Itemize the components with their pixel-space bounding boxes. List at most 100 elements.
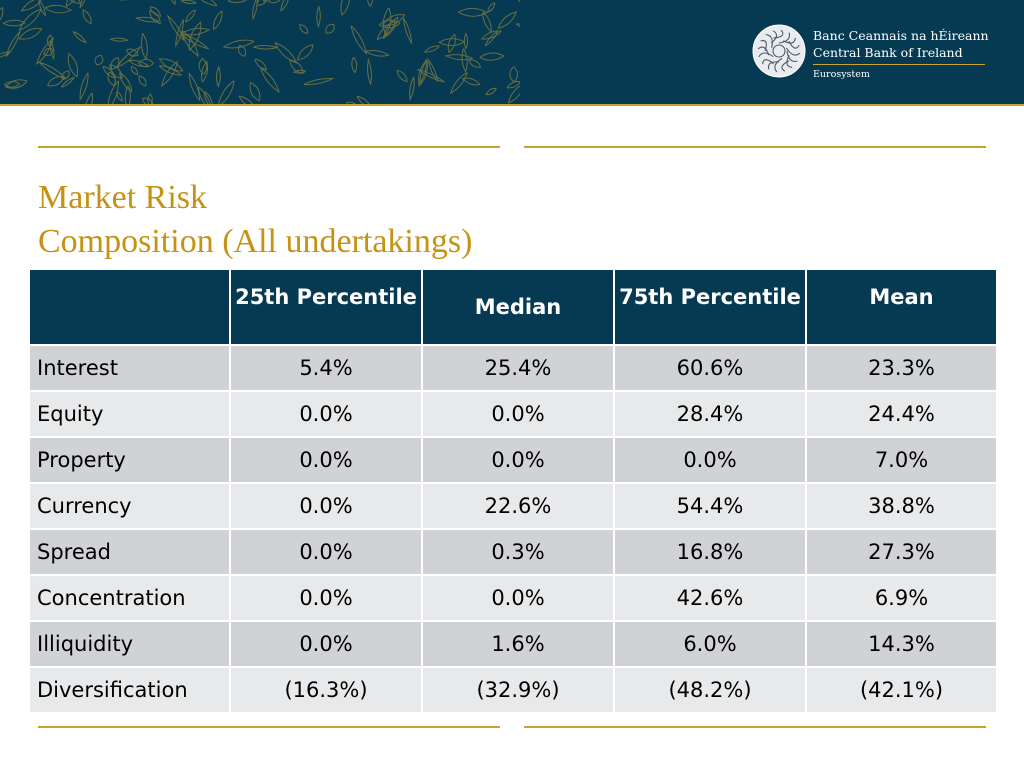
leaf-shape [468,59,482,68]
leaf-shape [409,76,415,102]
table-cell: 24.4% [805,390,998,438]
table-cell: 16.8% [613,528,807,576]
seal-swirl [760,39,767,52]
leaf-shape [200,0,218,7]
row-label: Diversification [28,666,231,714]
leaf-shape [18,27,43,40]
table-row: Spread 0.0% 0.3% 16.8% 27.3% [28,528,998,576]
leaf-shape [69,0,82,4]
leaf-shape [180,0,197,5]
leaf-shape [382,14,406,26]
table-row: Illiquidity 0.0% 1.6% 6.0% 14.3% [28,620,998,668]
leaf-shape [110,57,120,71]
header-cell-empty [28,268,231,346]
seal-swirl [786,50,798,63]
leaf-shape [238,44,247,57]
leaf-shape [267,0,281,4]
decorative-leaf-pattern [0,0,520,106]
row-label: Spread [28,528,231,576]
leaf-shape [204,91,213,106]
logo-divider [813,64,985,65]
title-line-1: Market Risk [38,179,208,216]
table-row: Property 0.0% 0.0% 0.0% 7.0% [28,436,998,484]
leaf-shape [449,72,468,95]
leaf-shape [181,33,210,50]
logo-name-irish: Banc Ceannais na hÉireann [813,28,989,43]
leaf-shape [107,71,116,87]
leaf-shape [3,80,20,88]
leaf-shape [107,80,119,106]
table-cell: (42.1%) [805,666,998,714]
header-gold-rule [0,104,1024,106]
leaf-shape [181,30,199,58]
leaf-shape [289,59,304,74]
leaf-shape [303,77,335,86]
leaf-shape [198,57,208,75]
top-right-gold-rule [524,146,986,148]
seal-swirl [758,52,774,58]
leaf-shape [485,87,497,96]
seal-swirl [785,47,801,56]
leaf-shape [479,52,505,61]
table-cell: 0.0% [229,390,423,438]
table-cell: 0.0% [229,436,423,484]
table-cell: 0.3% [421,528,615,576]
table-cell: (48.2%) [613,666,807,714]
leaf-shape [138,75,147,87]
leaf-shape [458,7,488,17]
leaf-shape [170,0,176,5]
leaf-shape [181,27,211,36]
leaf-shape [346,101,358,106]
leaf-shape [238,95,255,106]
table-cell: (16.3%) [229,666,423,714]
leaf-shape [109,37,128,42]
table-cell: 38.8% [805,482,998,530]
leaf-shape [119,72,133,93]
logo-eurosystem: Eurosystem [813,69,870,80]
leaf-shape [197,86,212,106]
table-cell: 0.0% [229,574,423,622]
header-cell-median: Median [421,268,615,346]
table-cell: 14.3% [805,620,998,668]
row-label: Property [28,436,231,484]
leaf-shape [44,4,73,14]
leaf-shape [166,14,185,41]
seal-swirl [781,60,790,72]
table-cell: 0.0% [613,436,807,484]
leaf-shape [509,66,519,83]
slide-header: Banc Ceannais na hÉireann Central Bank o… [0,0,1024,106]
leaf-shape [403,17,413,44]
row-label: Concentration [28,574,231,622]
table-cell: 22.6% [421,482,615,530]
seal-swirl [786,54,793,68]
table-cell: 7.0% [805,436,998,484]
leaf-shape [427,58,439,83]
table-cell: 5.4% [229,344,423,392]
leaf-shape [351,56,358,74]
leaf-shape [253,45,279,50]
leaf-shape [65,0,75,7]
leaf-shape [506,80,520,89]
table-cell: (32.9%) [421,666,615,714]
leaf-shape [350,25,368,55]
leaf-shape [447,33,456,53]
table-cell: 6.9% [805,574,998,622]
leaf-shape [79,72,89,101]
leaf-shape [254,58,268,71]
leaf-shape [260,67,280,93]
header-cell-25th-percentile: 25th Percentile [229,268,423,346]
leaf-shape [325,23,335,34]
leaf-shape [296,44,314,61]
table-cell: 1.6% [421,620,615,668]
table-cell: 6.0% [613,620,807,668]
leaf-shape [364,49,390,57]
leaf-shape [161,61,178,88]
row-label: Currency [28,482,231,530]
leaf-shape [367,0,373,8]
leaf-shape [216,66,221,88]
table-row: Interest 5.4% 25.4% 60.6% 23.3% [28,344,998,392]
leaf-shape [85,92,93,106]
leaf-shape [47,76,66,87]
seal-swirl [774,57,783,73]
table-row: Diversification (16.3%) (32.9%) (48.2%) (42.… [28,666,998,714]
